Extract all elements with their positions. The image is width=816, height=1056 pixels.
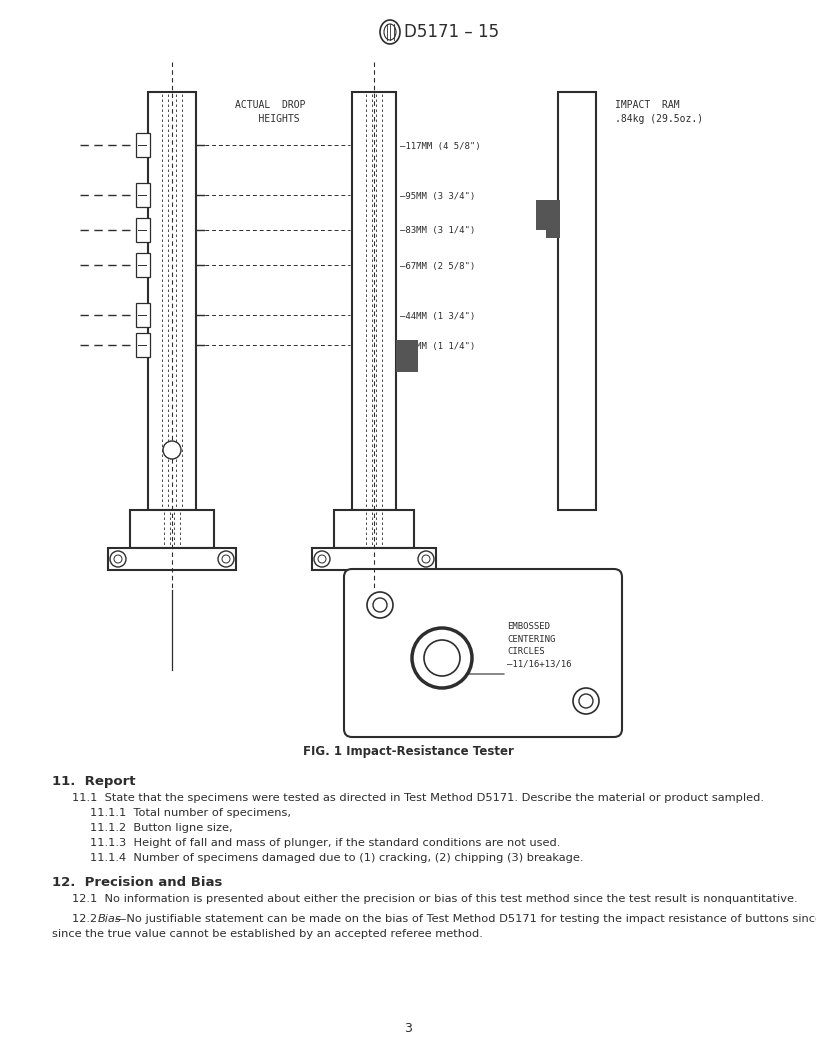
Text: —No justifiable statement can be made on the bias of Test Method D5171 for testi: —No justifiable statement can be made on…: [115, 914, 816, 924]
Circle shape: [573, 689, 599, 714]
Text: —117MM (4 5/8"): —117MM (4 5/8"): [400, 142, 481, 151]
Circle shape: [163, 441, 181, 459]
Ellipse shape: [384, 24, 396, 40]
Bar: [136, 183, 150, 207]
Text: EMBOSSED
CENTERING
CIRCLES
—11/16+13/16: EMBOSSED CENTERING CIRCLES —11/16+13/16: [507, 622, 571, 668]
Bar: [136, 218, 150, 242]
Text: 12.  Precision and Bias: 12. Precision and Bias: [52, 876, 223, 889]
FancyBboxPatch shape: [344, 569, 622, 737]
Text: 12.1  No information is presented about either the precision or bias of this tes: 12.1 No information is presented about e…: [72, 894, 797, 904]
Text: —44MM (1 3/4"): —44MM (1 3/4"): [400, 312, 475, 321]
Circle shape: [110, 551, 126, 567]
Text: —67MM (2 5/8"): —67MM (2 5/8"): [400, 262, 475, 270]
Ellipse shape: [380, 20, 400, 44]
Bar: [558, 92, 596, 510]
Bar: [136, 253, 150, 277]
Bar: [130, 510, 214, 548]
Circle shape: [579, 694, 593, 708]
Circle shape: [367, 592, 393, 618]
Text: 11.  Report: 11. Report: [52, 775, 135, 788]
Bar: [148, 92, 196, 510]
Text: 12.2: 12.2: [72, 914, 104, 924]
Text: 11.1.2  Button ligne size,: 11.1.2 Button ligne size,: [90, 823, 233, 833]
Bar: [136, 133, 150, 157]
Bar: [396, 340, 418, 372]
Text: 11.1  State that the specimens were tested as directed in Test Method D5171. Des: 11.1 State that the specimens were teste…: [72, 793, 764, 803]
Text: —32MM (1 1/4"): —32MM (1 1/4"): [400, 341, 475, 351]
Bar: [546, 230, 560, 238]
Bar: [352, 92, 396, 510]
Circle shape: [222, 555, 230, 563]
Circle shape: [418, 551, 434, 567]
Text: IMPACT  RAM
.84kg (29.5oz.): IMPACT RAM .84kg (29.5oz.): [615, 100, 703, 124]
Text: FIG. 1 Impact-Resistance Tester: FIG. 1 Impact-Resistance Tester: [303, 744, 513, 758]
Circle shape: [314, 551, 330, 567]
Text: ACTUAL  DROP
    HEIGHTS: ACTUAL DROP HEIGHTS: [235, 100, 305, 124]
Text: 11.1.3  Height of fall and mass of plunger, if the standard conditions are not u: 11.1.3 Height of fall and mass of plunge…: [90, 838, 561, 848]
Bar: [136, 303, 150, 327]
Text: 11.1.1  Total number of specimens,: 11.1.1 Total number of specimens,: [90, 808, 291, 818]
Bar: [136, 333, 150, 357]
Circle shape: [114, 555, 122, 563]
Circle shape: [424, 640, 460, 676]
Circle shape: [412, 628, 472, 689]
Bar: [536, 200, 560, 230]
Circle shape: [318, 555, 326, 563]
Circle shape: [373, 598, 387, 612]
Circle shape: [218, 551, 234, 567]
Bar: [108, 548, 236, 570]
Text: —83MM (3 1/4"): —83MM (3 1/4"): [400, 226, 475, 235]
Text: 3: 3: [404, 1021, 412, 1035]
Text: D5171 – 15: D5171 – 15: [404, 23, 499, 41]
Text: Bias: Bias: [98, 914, 122, 924]
Text: since the true value cannot be established by an accepted referee method.: since the true value cannot be establish…: [52, 929, 483, 939]
Bar: [334, 510, 414, 548]
Bar: [312, 548, 436, 570]
Text: —95MM (3 3/4"): —95MM (3 3/4"): [400, 191, 475, 201]
Text: 11.1.4  Number of specimens damaged due to (1) cracking, (2) chipping (3) breaka: 11.1.4 Number of specimens damaged due t…: [90, 853, 583, 863]
Circle shape: [422, 555, 430, 563]
